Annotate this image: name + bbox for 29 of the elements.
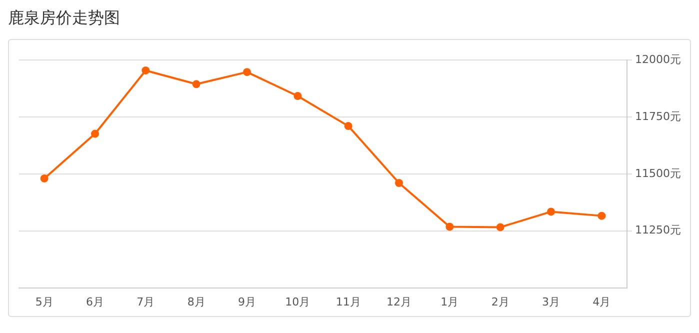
y-tick-label: 12000元 xyxy=(635,52,682,66)
x-tick-label: 1月 xyxy=(440,295,459,308)
x-tick-label: 8月 xyxy=(187,295,206,308)
x-tick-label: 4月 xyxy=(592,295,611,308)
point xyxy=(344,122,352,130)
y-tick-label: 11750元 xyxy=(635,110,682,123)
point xyxy=(192,80,200,88)
x-tick-label: 9月 xyxy=(238,295,256,308)
point xyxy=(395,179,404,188)
point xyxy=(294,92,302,100)
point xyxy=(243,68,252,76)
x-tick-label: 11月 xyxy=(336,295,361,308)
x-tick-label: 6月 xyxy=(86,295,104,308)
point xyxy=(40,174,48,182)
point xyxy=(142,66,150,74)
x-tick-label: 12月 xyxy=(386,295,412,308)
point xyxy=(446,222,454,231)
y-tick-label: 11500元 xyxy=(635,166,682,180)
point xyxy=(91,130,99,138)
point xyxy=(547,208,556,216)
point xyxy=(496,223,504,232)
y-tick-label: 11250元 xyxy=(635,224,682,237)
x-tick-label: 5月 xyxy=(35,295,54,308)
x-tick-label: 10月 xyxy=(285,295,310,308)
chart-title: 鹿泉房价走势图 xyxy=(8,8,121,29)
point xyxy=(598,212,606,220)
x-tick-label: 7月 xyxy=(136,295,155,308)
x-tick-label: 2月 xyxy=(491,295,510,308)
x-tick-label: 3月 xyxy=(542,295,560,308)
